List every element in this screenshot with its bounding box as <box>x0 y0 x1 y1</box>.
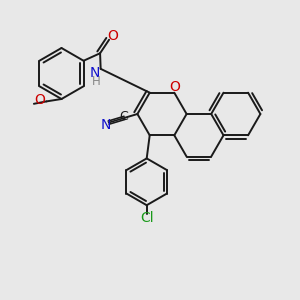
Text: O: O <box>169 80 180 94</box>
Text: H: H <box>92 75 100 88</box>
Text: C: C <box>119 110 128 124</box>
Text: N: N <box>89 66 100 80</box>
Text: O: O <box>107 29 118 43</box>
Text: O: O <box>34 93 45 107</box>
Text: Cl: Cl <box>140 211 154 225</box>
Text: N: N <box>100 118 111 132</box>
